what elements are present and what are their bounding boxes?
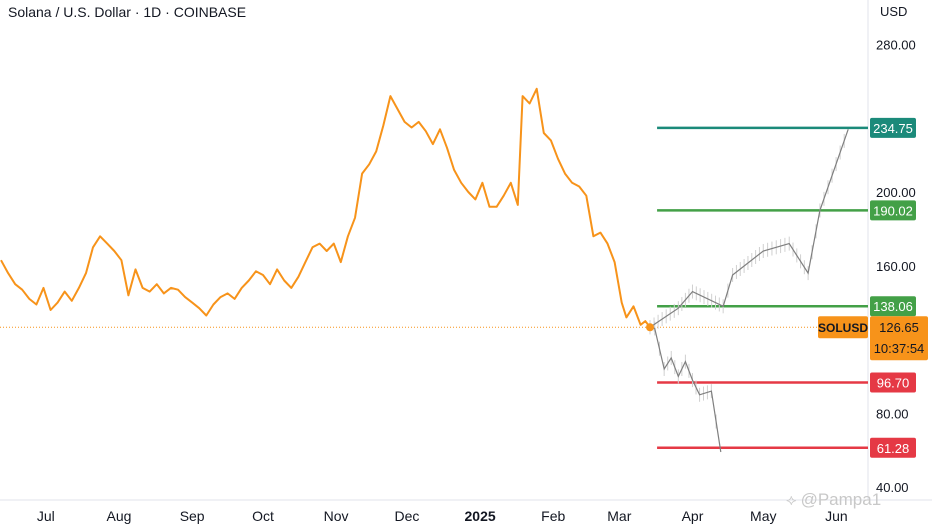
x-tick-label: May [750, 508, 776, 524]
x-tick-label: Aug [107, 508, 132, 524]
y-tick-label: 280.00 [876, 38, 916, 53]
x-tick-label: 2025 [465, 508, 496, 524]
x-tick-label: Mar [607, 508, 631, 524]
price-line [0, 87, 651, 328]
watermark-logo-icon: ⟡ [786, 492, 797, 509]
current-price-badge-bg [870, 316, 928, 361]
x-tick-label: Sep [180, 508, 205, 524]
x-tick-label: Jul [37, 508, 55, 524]
current-price-label: 126.65 [879, 320, 919, 335]
level-label-bg [870, 437, 916, 458]
level-label-bg [870, 296, 916, 317]
watermark: ⟡ @Pampa1 [786, 490, 881, 510]
x-tick-label: Nov [324, 508, 349, 524]
level-label-bg [870, 117, 916, 138]
last-price-dot [646, 323, 654, 332]
y-tick-label: 200.00 [876, 185, 916, 200]
watermark-text: @Pampa1 [800, 490, 882, 509]
level-label: 234.75 [873, 121, 913, 136]
y-tick-label: 160.00 [876, 259, 916, 274]
y-tick-label: 80.00 [876, 406, 909, 421]
currency-label: USD [880, 4, 908, 19]
level-label: 138.06 [873, 299, 913, 314]
x-tick-label: Dec [394, 508, 419, 524]
chart-title: Solana / U.S. Dollar · 1D · COINBASE [8, 4, 247, 20]
x-tick-label: Jun [825, 508, 848, 524]
countdown-label: 10:37:54 [874, 341, 925, 356]
symbol-badge-bg [818, 316, 868, 339]
x-tick-label: Apr [682, 508, 704, 524]
bullish-projection-line [649, 129, 849, 328]
x-tick-label: Feb [541, 508, 565, 524]
level-label-bg [870, 200, 916, 221]
x-tick-label: Oct [252, 508, 274, 524]
y-tick-label: 40.00 [876, 480, 909, 495]
level-label-bg [870, 372, 916, 393]
bearish-projection-line [649, 326, 722, 453]
symbol-badge: SOLUSD [818, 321, 868, 335]
level-label: 190.02 [873, 203, 913, 218]
level-label: 61.28 [877, 441, 910, 456]
level-label: 96.70 [877, 375, 910, 390]
